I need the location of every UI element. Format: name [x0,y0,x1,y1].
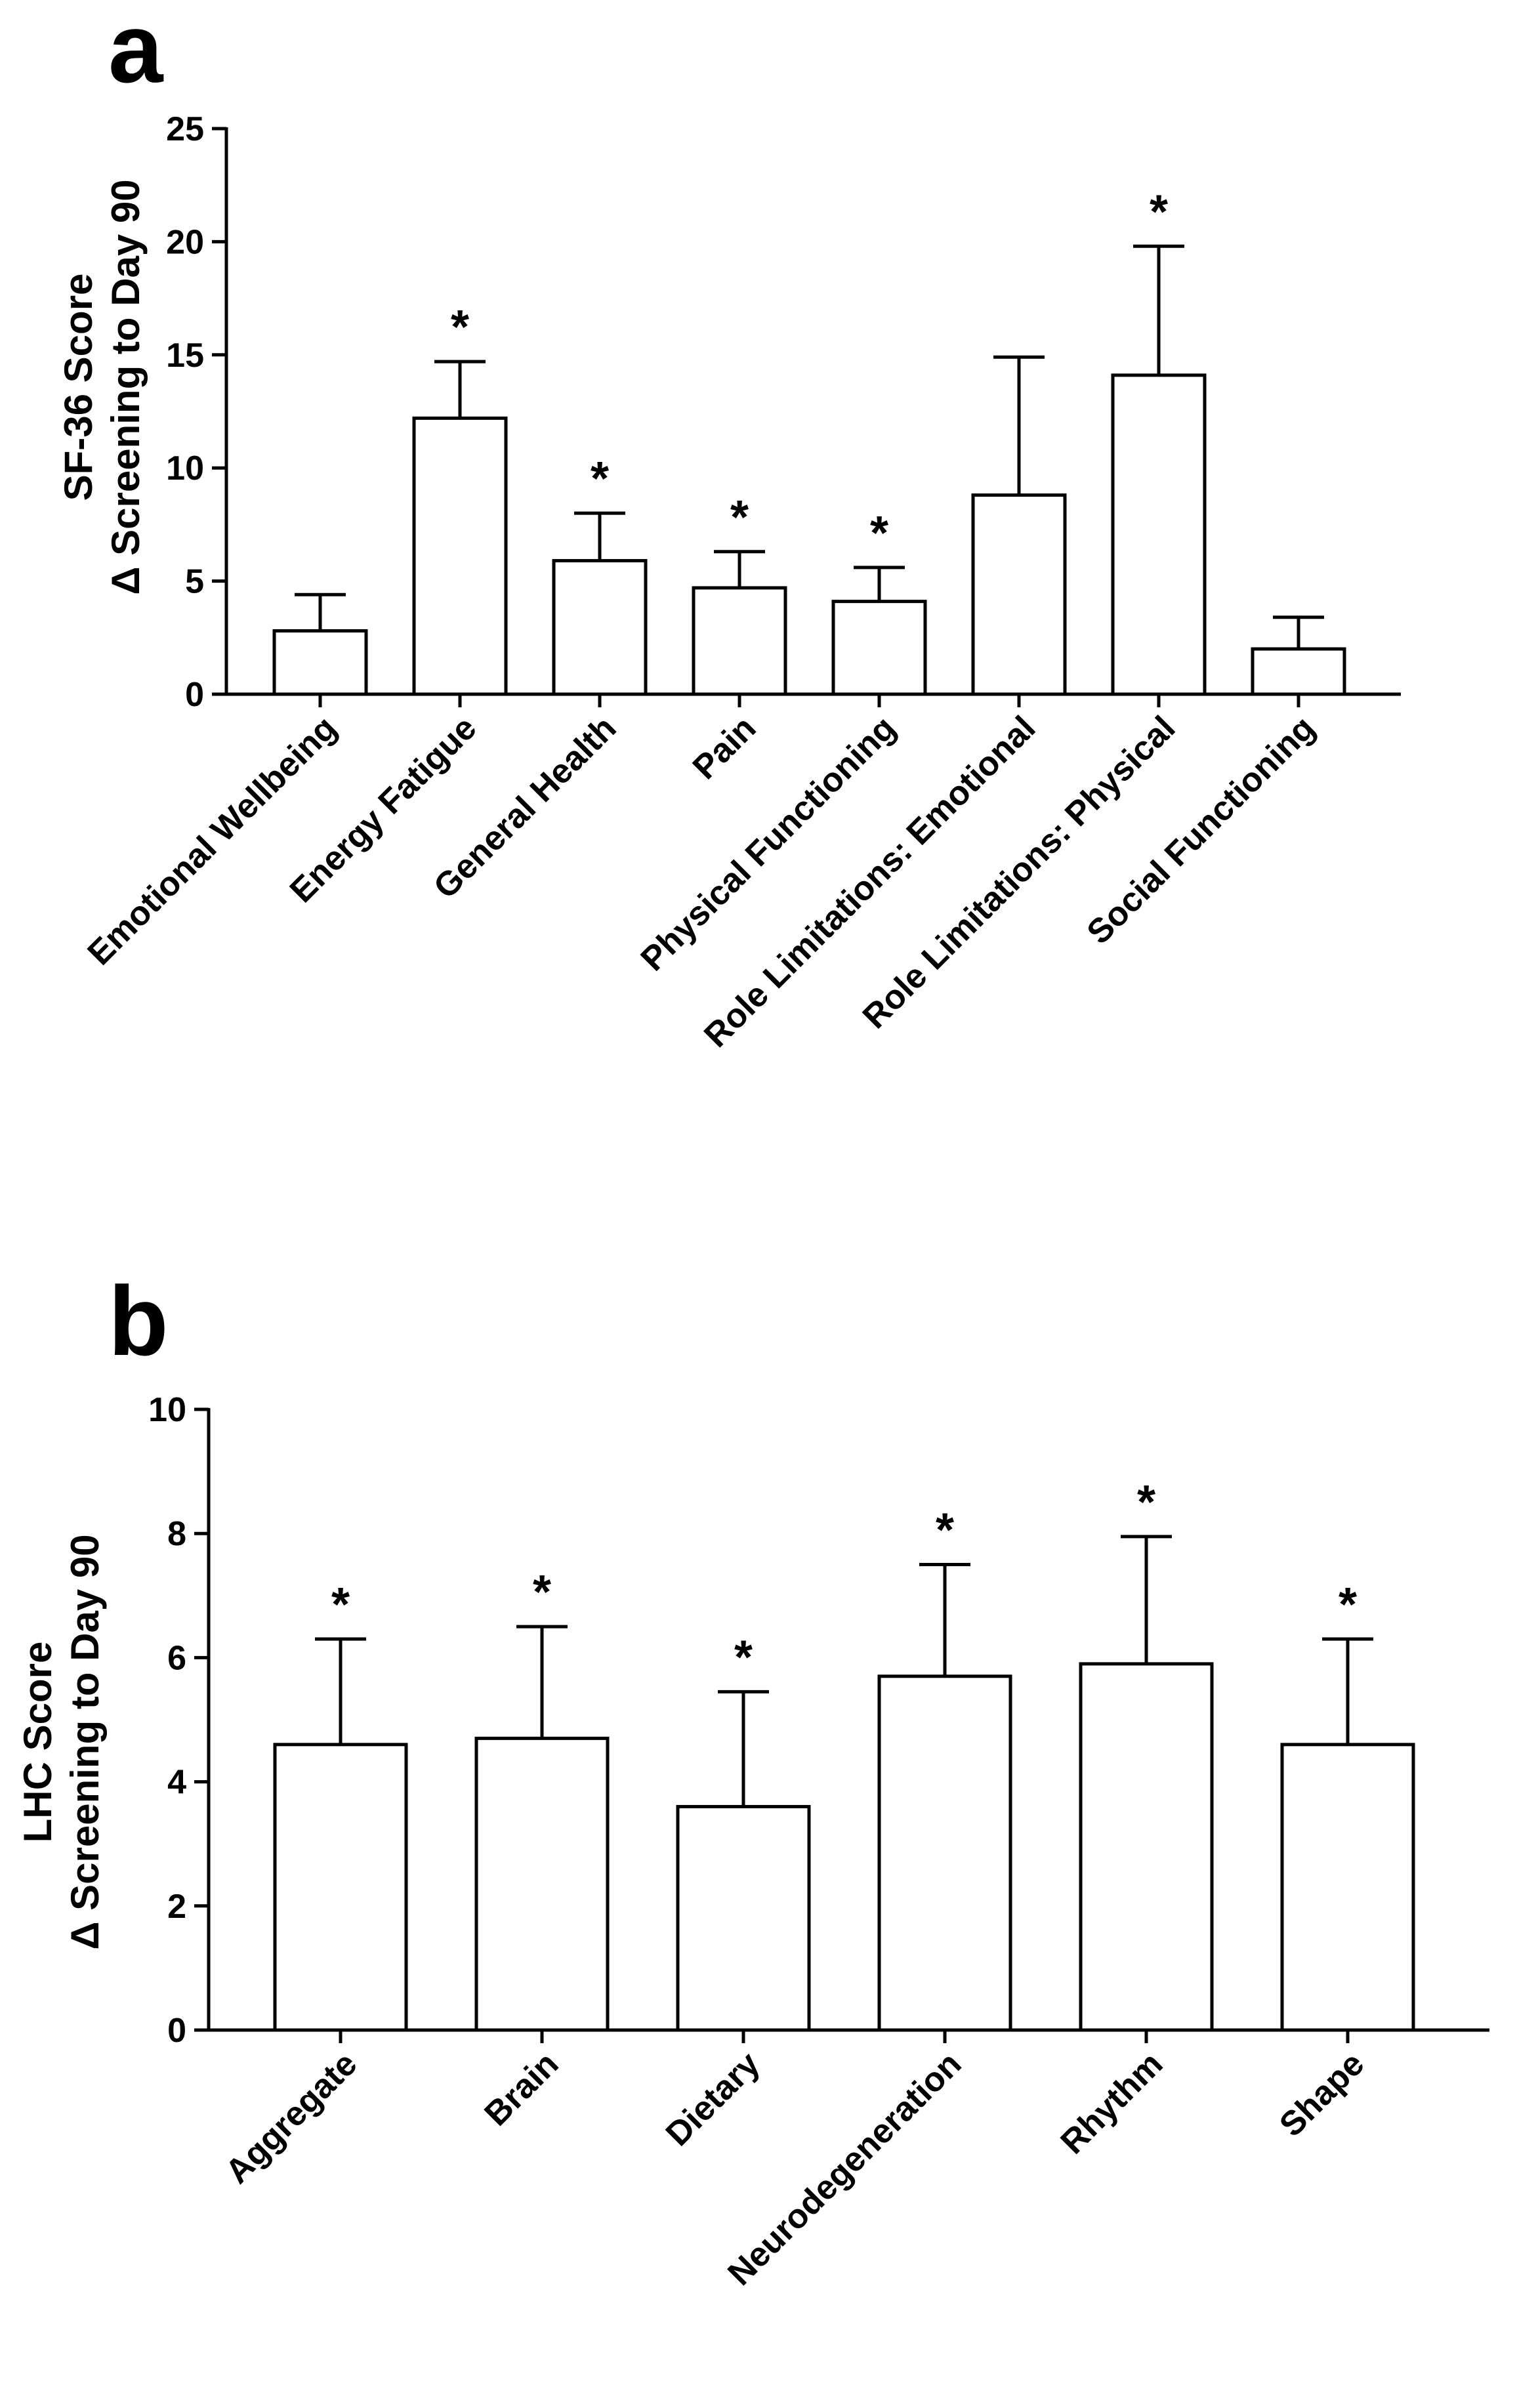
panel-b-significance-marker: * [936,1505,954,1557]
panel-a-significance-marker: * [591,453,609,505]
panel-a-y-tick-label: 10 [166,449,204,488]
panel-a-significance-marker: * [1150,186,1168,238]
panel-a-bar [272,629,368,696]
panel-a: a SF-36 Score Δ Screening to Day 90 Emot… [56,0,1401,1055]
panel-a-plot: Emotional Wellbeing*Energy Fatigue*Gener… [81,110,1401,1055]
panel-b-bar [273,1743,408,2032]
panel-b-y-tick-label: 6 [167,1639,186,1677]
panel-b-significance-marker: * [331,1579,350,1631]
panel-a-bar [1111,373,1207,696]
panel-a-significance-marker: * [730,491,749,544]
panel-a-y-tick-label: 25 [166,110,204,148]
panel-a-category-label: Physical Functioning [634,709,904,978]
panel-a-bar [831,600,927,696]
panel-b-y-tick-label: 2 [167,1888,186,1926]
panel-a-y-tick-label: 0 [185,676,204,714]
panel-b-y-axis-title-line1: LHC Score [16,1642,60,1843]
panel-b-category-label: Brain [477,2045,566,2133]
panel-b-significance-marker: * [533,1566,551,1619]
panel-a-category-label: Pain [686,709,764,787]
panel-b-significance-marker: * [1339,1579,1357,1631]
panel-b-category-label: Dietary [659,2045,768,2153]
panel-b-bar [877,1674,1012,2032]
panel-a-bar [692,586,787,696]
panel-a-y-tick-label: 20 [166,223,204,261]
panel-a-category-label: Social Functioning [1080,709,1323,951]
panel-b: b LHC Score Δ Screening to Day 90 * Aggre… [16,1266,1489,2293]
panel-a-y-tick-label: 5 [185,563,204,601]
panel-a-letter: a [108,0,164,103]
panel-b-significance-marker: * [1137,1476,1155,1529]
panel-a-y-axis-title-line1: SF-36 Score [56,274,100,501]
panel-b-plot: * Aggregate * Brain * Dietary * Neurodegenerati… [148,1391,1489,2293]
panel-b-significance-marker: * [734,1631,753,1684]
panel-b-bar [1280,1743,1415,2032]
panel-b-category-label: Shape [1272,2045,1371,2144]
panel-b-bar [474,1736,610,2032]
panel-a-bar [552,559,648,696]
panel-b-y-tick-label: 0 [167,2012,186,2050]
panel-a-significance-marker: * [870,507,888,560]
panel-a-y-axis-title-line2: Δ Screening to Day 90 [104,179,148,594]
panel-a-y-tick-label: 15 [166,337,204,375]
panel-a-category-label: Emotional Wellbeing [81,709,344,972]
panel-b-y-axis-title-line2: Δ Screening to Day 90 [63,1534,107,1949]
panel-b-y-tick-label: 8 [167,1515,186,1553]
panel-a-bar [971,493,1067,696]
panel-b-bar [676,1804,811,2032]
panel-b-y-tick-label: 4 [167,1764,186,1802]
panel-a-bar [1251,647,1346,696]
panel-b-bar [1079,1662,1214,2032]
panel-b-category-label: Aggregate [218,2045,365,2191]
panel-b-letter: b [108,1266,169,1376]
panel-a-significance-marker: * [451,301,469,354]
panel-b-category-label: Neurodegeneration [720,2045,968,2293]
panel-b-y-tick-label: 10 [148,1391,186,1429]
panel-a-bar [412,416,508,696]
panel-b-category-label: Rhythm [1054,2045,1171,2161]
